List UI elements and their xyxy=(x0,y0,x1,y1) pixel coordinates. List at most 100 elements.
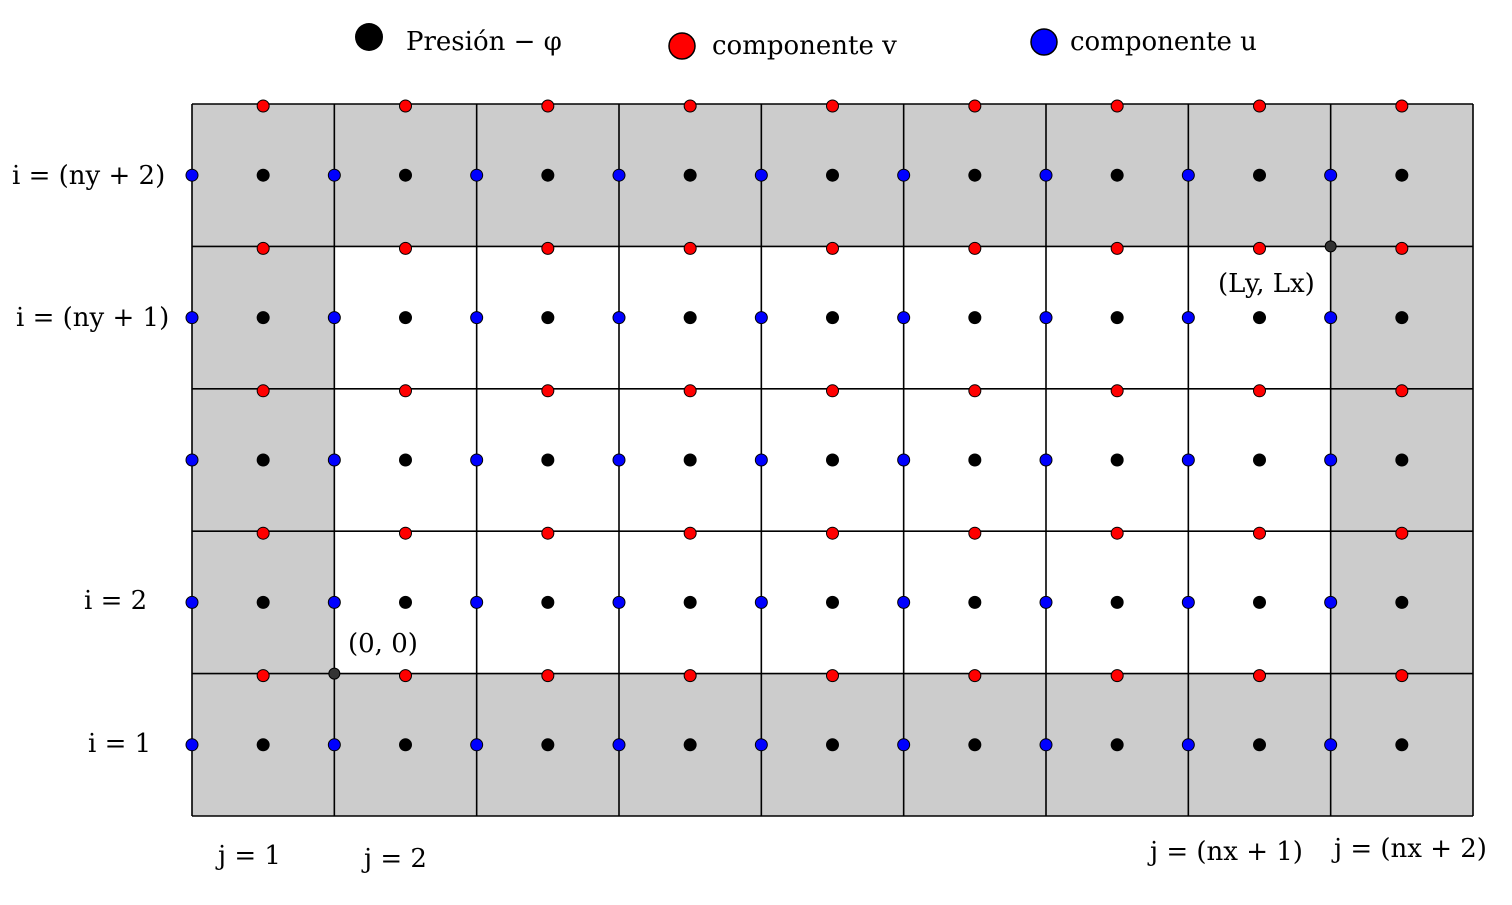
u-node xyxy=(1324,168,1338,182)
pressure-node xyxy=(1395,595,1409,609)
pressure-node xyxy=(1110,595,1124,609)
v-node xyxy=(968,241,982,255)
pressure-node xyxy=(968,453,982,467)
pressure-node xyxy=(1110,453,1124,467)
pressure-node xyxy=(683,595,697,609)
pressure-node xyxy=(1253,738,1266,752)
u-node xyxy=(327,311,341,325)
u-node xyxy=(1039,738,1053,752)
u-node xyxy=(1181,595,1195,609)
u-node xyxy=(897,311,911,325)
v-node xyxy=(826,241,839,255)
v-node xyxy=(683,526,697,540)
v-node xyxy=(1395,526,1409,540)
pressure-node xyxy=(256,168,270,182)
pressure-node xyxy=(826,168,839,182)
v-node xyxy=(1110,241,1124,255)
u-node xyxy=(754,311,768,325)
col-label-nx1: j = (nx + 1) xyxy=(1147,837,1303,867)
u-node xyxy=(897,453,911,467)
pressure-node xyxy=(1110,311,1124,325)
pressure-node xyxy=(826,453,839,467)
v-node xyxy=(968,384,982,398)
u-node xyxy=(1324,595,1338,609)
u-node xyxy=(612,311,626,325)
u-node xyxy=(1039,311,1053,325)
v-node xyxy=(968,99,982,113)
legend-v-label: componente v xyxy=(712,31,897,61)
pressure-node xyxy=(1110,168,1124,182)
u-node xyxy=(470,168,484,182)
v-node xyxy=(399,241,412,255)
u-node xyxy=(185,453,199,467)
v-node xyxy=(1110,669,1124,683)
v-node xyxy=(541,526,555,540)
pressure-node xyxy=(541,595,555,609)
pressure-node xyxy=(541,168,555,182)
u-node xyxy=(612,453,626,467)
node-points xyxy=(185,99,1409,752)
pressure-node xyxy=(1395,311,1409,325)
origin-point xyxy=(328,667,341,680)
v-node xyxy=(1110,99,1124,113)
legend-v-marker xyxy=(668,32,696,60)
row-label-1: i = 1 xyxy=(88,729,151,759)
pressure-node xyxy=(1253,168,1266,182)
pressure-node xyxy=(256,453,270,467)
pressure-node xyxy=(256,311,270,325)
u-node xyxy=(470,453,484,467)
pressure-node xyxy=(683,738,697,752)
pressure-node xyxy=(826,738,839,752)
v-node xyxy=(1253,526,1266,540)
v-node xyxy=(826,669,839,683)
u-node xyxy=(1181,311,1195,325)
u-node xyxy=(897,595,911,609)
v-node xyxy=(968,526,982,540)
legend-u-label: componente u xyxy=(1070,27,1257,57)
v-node xyxy=(1110,526,1124,540)
u-node xyxy=(1324,311,1338,325)
u-node xyxy=(1181,738,1195,752)
v-node xyxy=(1110,384,1124,398)
pressure-node xyxy=(1253,453,1266,467)
u-node xyxy=(1324,453,1338,467)
u-node xyxy=(754,738,768,752)
pressure-node xyxy=(256,738,270,752)
v-node xyxy=(826,384,839,398)
v-node xyxy=(541,384,555,398)
u-node xyxy=(612,595,626,609)
pressure-node xyxy=(683,453,697,467)
v-node xyxy=(399,669,412,683)
u-node xyxy=(1039,595,1053,609)
v-node xyxy=(541,669,555,683)
u-node xyxy=(327,168,341,182)
v-node xyxy=(826,526,839,540)
v-node xyxy=(399,384,412,398)
pressure-node xyxy=(541,311,555,325)
col-label-1: j = 1 xyxy=(215,841,281,871)
u-node xyxy=(185,595,199,609)
v-node xyxy=(968,669,982,683)
pressure-node xyxy=(399,738,412,752)
u-node xyxy=(897,168,911,182)
u-node xyxy=(897,738,911,752)
v-node xyxy=(1253,99,1266,113)
pressure-node xyxy=(399,168,412,182)
pressure-node xyxy=(683,168,697,182)
v-node xyxy=(1253,384,1266,398)
u-node xyxy=(185,311,199,325)
v-node xyxy=(541,99,555,113)
u-node xyxy=(327,453,341,467)
col-label-2: j = 2 xyxy=(361,844,427,874)
col-label-nx2: j = (nx + 2) xyxy=(1331,834,1487,864)
pressure-node xyxy=(1395,168,1409,182)
u-node xyxy=(1324,738,1338,752)
pressure-node xyxy=(968,311,982,325)
v-node xyxy=(399,526,412,540)
row-label-2: i = 2 xyxy=(84,586,147,616)
pressure-node xyxy=(541,738,555,752)
pressure-node xyxy=(1395,738,1409,752)
u-node xyxy=(1039,453,1053,467)
u-node xyxy=(470,311,484,325)
